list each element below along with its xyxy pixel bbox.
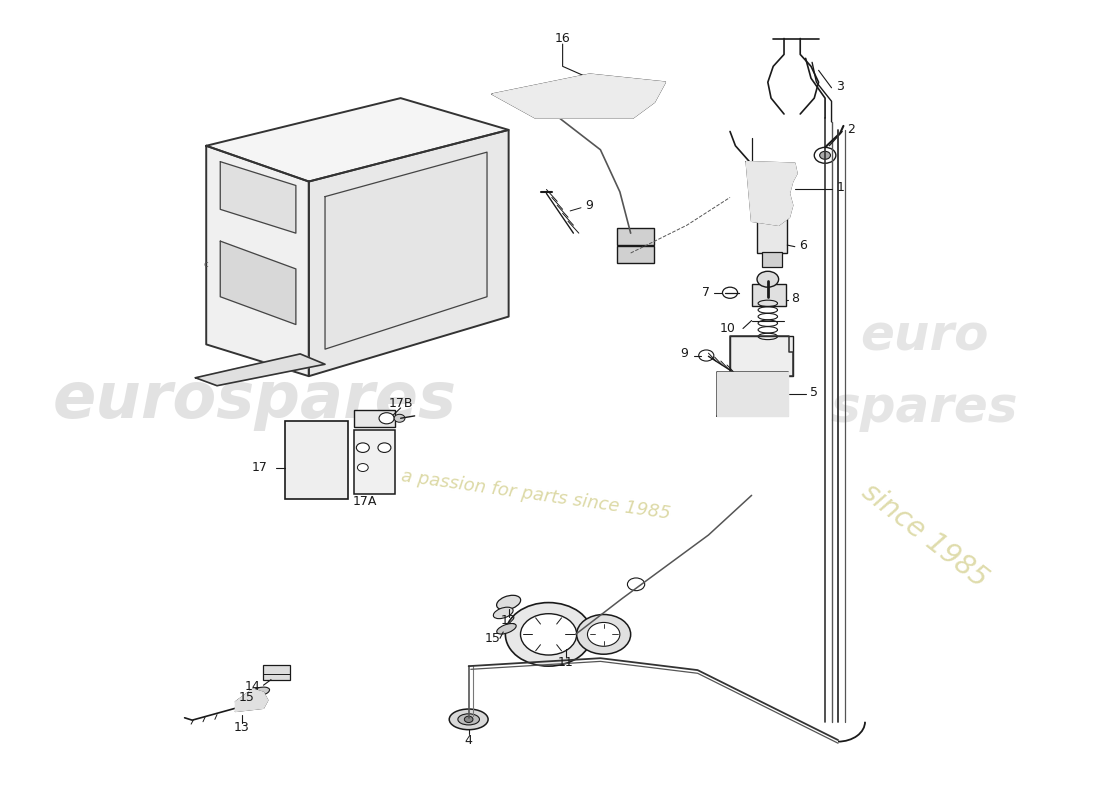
Ellipse shape <box>251 687 270 696</box>
Text: 9: 9 <box>681 347 689 361</box>
Text: 5: 5 <box>811 386 818 398</box>
Bar <box>617 246 654 263</box>
Polygon shape <box>220 162 296 233</box>
Circle shape <box>358 463 368 471</box>
Text: 11: 11 <box>558 656 574 669</box>
Ellipse shape <box>496 595 520 610</box>
Circle shape <box>464 716 473 722</box>
Text: 15: 15 <box>239 691 254 705</box>
Bar <box>584 84 644 102</box>
Ellipse shape <box>458 714 480 725</box>
Text: 2: 2 <box>847 123 855 136</box>
Text: 15: 15 <box>484 632 500 645</box>
Circle shape <box>627 578 645 590</box>
Polygon shape <box>493 74 666 118</box>
Circle shape <box>723 287 738 298</box>
Bar <box>354 410 395 427</box>
Polygon shape <box>324 152 487 349</box>
Circle shape <box>236 698 252 709</box>
Polygon shape <box>206 98 508 182</box>
Text: 13: 13 <box>234 721 250 734</box>
Text: 7: 7 <box>702 286 711 299</box>
Bar <box>757 210 788 253</box>
Text: 17A: 17A <box>353 495 377 508</box>
Bar <box>285 422 348 499</box>
Text: 17: 17 <box>252 461 267 474</box>
Circle shape <box>766 190 779 200</box>
Circle shape <box>814 147 836 163</box>
Circle shape <box>820 151 830 159</box>
Text: c: c <box>204 261 209 270</box>
Ellipse shape <box>493 607 513 618</box>
Bar <box>354 430 395 494</box>
Text: 9: 9 <box>585 199 594 212</box>
Ellipse shape <box>505 602 592 666</box>
Ellipse shape <box>719 376 740 411</box>
Polygon shape <box>717 372 789 416</box>
Ellipse shape <box>520 614 576 655</box>
Bar <box>762 252 782 266</box>
Circle shape <box>764 191 782 204</box>
Text: 6: 6 <box>800 238 807 251</box>
Bar <box>264 666 290 680</box>
Text: euro: euro <box>860 313 989 361</box>
Ellipse shape <box>234 272 282 293</box>
Text: 8: 8 <box>791 292 799 305</box>
Ellipse shape <box>587 622 620 646</box>
Text: a passion for parts since 1985: a passion for parts since 1985 <box>399 467 671 523</box>
Text: 17B: 17B <box>388 398 412 410</box>
Polygon shape <box>196 354 324 386</box>
Bar <box>730 337 793 376</box>
Polygon shape <box>746 162 798 226</box>
Circle shape <box>379 413 394 424</box>
Text: spares: spares <box>830 384 1019 432</box>
Circle shape <box>394 414 405 422</box>
Polygon shape <box>235 689 267 711</box>
Ellipse shape <box>449 709 488 730</box>
Text: eurospares: eurospares <box>53 369 456 431</box>
Text: since 1985: since 1985 <box>856 478 993 593</box>
Text: 4: 4 <box>464 734 473 746</box>
Polygon shape <box>220 241 296 325</box>
Bar <box>617 228 654 245</box>
Polygon shape <box>309 130 508 376</box>
Bar <box>751 284 786 306</box>
Ellipse shape <box>224 266 293 299</box>
Text: 16: 16 <box>554 32 571 45</box>
Text: 3: 3 <box>836 80 844 93</box>
Ellipse shape <box>576 614 630 654</box>
Text: 10: 10 <box>719 322 736 335</box>
Text: 12: 12 <box>500 614 517 627</box>
Circle shape <box>356 443 370 453</box>
Text: 1: 1 <box>836 181 844 194</box>
Circle shape <box>757 271 779 287</box>
Circle shape <box>378 443 390 453</box>
Polygon shape <box>206 146 309 376</box>
Circle shape <box>766 180 781 191</box>
Circle shape <box>698 350 714 361</box>
Ellipse shape <box>497 623 516 634</box>
Text: 14: 14 <box>245 679 261 693</box>
